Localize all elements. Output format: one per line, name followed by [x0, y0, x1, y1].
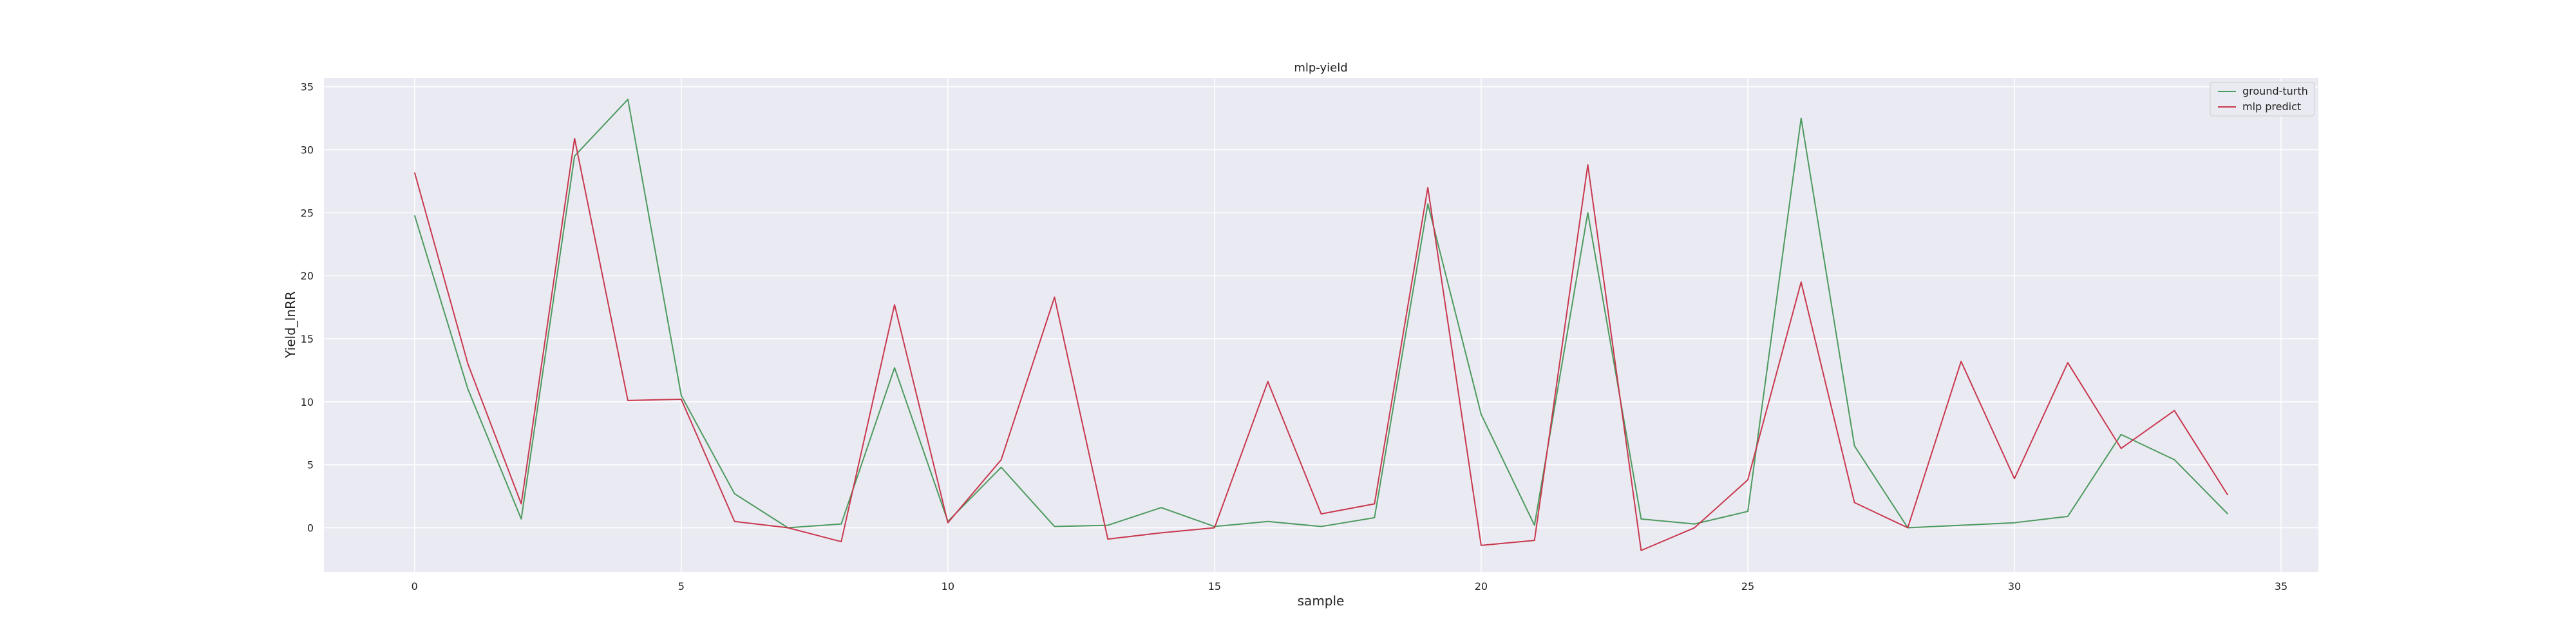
y-tick-label: 35: [301, 81, 314, 93]
y-axis-label: Yield_lnRR: [283, 291, 298, 359]
y-tick-labels: 0 5 10 15 20 25 30 35: [301, 81, 314, 535]
x-tick-labels: 0 5 10 15 20 25 30 35: [412, 580, 2288, 592]
x-tick-label: 30: [2008, 580, 2021, 592]
x-tick-label: 5: [678, 580, 685, 592]
chart-title: mlp-yield: [1294, 61, 1347, 75]
y-tick-label: 10: [301, 396, 314, 408]
x-tick-label: 25: [1741, 580, 1754, 592]
legend-label-mlp-predict: mlp predict: [2242, 100, 2301, 113]
legend: ground-turth mlp predict: [2210, 82, 2315, 117]
series-line-mlp-predict: [413, 137, 2229, 551]
series-lines: [413, 99, 2229, 551]
grid-lines: [324, 78, 2318, 572]
x-tick-label: 10: [942, 580, 954, 592]
x-tick-label: 15: [1208, 580, 1221, 592]
y-tick-label: 25: [301, 207, 314, 219]
x-tick-label: 20: [1475, 580, 1488, 592]
legend-box: [2210, 82, 2315, 117]
x-axis-label: sample: [1298, 593, 1345, 609]
y-tick-label: 20: [301, 270, 314, 282]
legend-label-ground-turth: ground-turth: [2242, 85, 2308, 97]
y-tick-label: 15: [301, 333, 314, 345]
plot-area: [324, 78, 2318, 572]
y-tick-label: 0: [307, 522, 314, 535]
x-tick-label: 35: [2275, 580, 2287, 592]
y-tick-label: 5: [307, 459, 314, 471]
y-tick-label: 30: [301, 144, 314, 156]
x-tick-label: 0: [412, 580, 418, 592]
series-line-ground-turth: [413, 99, 2228, 529]
